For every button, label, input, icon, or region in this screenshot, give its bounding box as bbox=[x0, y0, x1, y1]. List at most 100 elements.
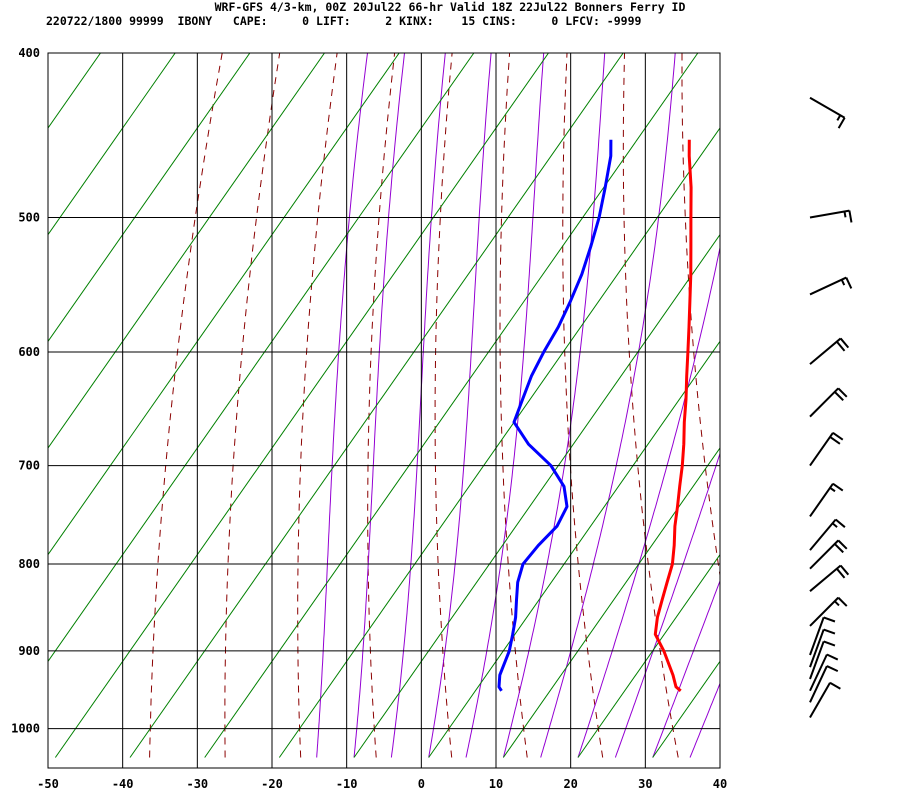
moist-adiabat bbox=[353, 53, 405, 758]
wind-barb bbox=[809, 432, 844, 467]
barb-flag bbox=[823, 628, 836, 635]
temperature-profile bbox=[653, 139, 693, 692]
pressure-grid bbox=[47, 52, 721, 768]
temp-tick-label: -30 bbox=[186, 777, 208, 791]
barb-staff bbox=[809, 641, 825, 680]
temp-tick-label: 20 bbox=[563, 777, 577, 791]
barb-flag bbox=[839, 337, 850, 349]
dry-adiabat bbox=[854, 53, 900, 758]
sounding-stats-line: 220722/1800 99999 IBONY CAPE: 0 LIFT: 2 … bbox=[46, 14, 642, 28]
barb-half-flag bbox=[829, 486, 836, 493]
sounding-profiles bbox=[497, 139, 693, 692]
wind-barb bbox=[809, 337, 850, 365]
barb-staff bbox=[809, 337, 842, 365]
moist-adiabat bbox=[689, 682, 720, 758]
isotherm bbox=[48, 53, 475, 663]
pressure-tick-label: 700 bbox=[18, 459, 40, 473]
dry-adiabat bbox=[499, 53, 528, 758]
barb-staff bbox=[809, 518, 837, 551]
wind-barb bbox=[809, 665, 839, 703]
isotherm bbox=[48, 53, 251, 343]
wind-barb bbox=[809, 681, 841, 718]
isotherm bbox=[577, 553, 720, 758]
temp-tick-label: 40 bbox=[713, 777, 727, 791]
isotherm bbox=[48, 53, 176, 236]
dry-adiabat bbox=[149, 53, 223, 758]
isotherm bbox=[727, 53, 900, 757]
wind-barb bbox=[809, 628, 836, 668]
pressure-tick-label: 900 bbox=[18, 644, 40, 658]
dry-adiabat bbox=[434, 53, 453, 758]
temp-tick-label: -10 bbox=[336, 777, 358, 791]
barb-staff bbox=[809, 617, 825, 656]
barb-flag bbox=[836, 568, 846, 579]
barb-half-flag bbox=[840, 279, 846, 286]
wind-barb bbox=[809, 276, 853, 296]
isotherm bbox=[353, 233, 720, 758]
barb-flag bbox=[837, 117, 846, 129]
wind-barb bbox=[809, 596, 848, 627]
pressure-tick-label: 1000 bbox=[11, 722, 40, 736]
wind-barb bbox=[809, 539, 848, 570]
moist-adiabat bbox=[502, 53, 606, 758]
wind-barb bbox=[809, 209, 853, 223]
temp-tick-label: 30 bbox=[638, 777, 652, 791]
temperature-axis-labels: -50 -40 -30 -20 -10 0 10 20 30 40 bbox=[37, 777, 727, 791]
dry-adiabat bbox=[367, 53, 396, 758]
barb-staff bbox=[809, 276, 847, 296]
barb-half-flag bbox=[843, 211, 847, 218]
moist-adiabat bbox=[727, 53, 900, 758]
temp-tick-label: 0 bbox=[418, 777, 425, 791]
isotherm bbox=[48, 53, 400, 556]
barb-flag bbox=[839, 564, 850, 576]
barb-staff bbox=[809, 665, 828, 703]
wind-barb bbox=[809, 96, 846, 129]
barb-staff bbox=[809, 96, 846, 119]
temp-tick-label: 10 bbox=[489, 777, 503, 791]
wind-barb bbox=[809, 387, 848, 418]
isotherm bbox=[129, 53, 624, 758]
moist-adiabat bbox=[428, 53, 492, 758]
barb-flag bbox=[835, 518, 846, 528]
temp-tick-label: -40 bbox=[112, 777, 134, 791]
barb-half-flag bbox=[834, 600, 840, 607]
wind-barb bbox=[809, 653, 839, 692]
isotherm bbox=[54, 53, 549, 758]
barb-staff bbox=[809, 539, 839, 570]
barb-flag bbox=[837, 539, 848, 550]
dry-adiabat bbox=[622, 53, 679, 758]
barb-flag bbox=[837, 596, 848, 607]
moist-adiabat bbox=[652, 579, 720, 758]
dry-adiabat bbox=[297, 53, 338, 758]
barb-flag bbox=[829, 681, 841, 690]
barb-staff bbox=[809, 682, 831, 718]
moist-adiabat bbox=[390, 53, 446, 758]
chart-title: WRF-GFS 4/3-km, 00Z 20Jul22 66-hr Valid … bbox=[214, 0, 686, 14]
pressure-axis-labels: 400 500 600 700 800 900 1000 bbox=[11, 46, 40, 736]
adiabat-lines bbox=[149, 53, 900, 758]
moist-adiabat bbox=[316, 53, 368, 758]
barb-half-flag bbox=[836, 114, 842, 121]
barb-flag bbox=[834, 543, 844, 554]
barb-flag bbox=[834, 391, 844, 402]
barb-flag bbox=[826, 665, 839, 673]
wind-barb bbox=[809, 564, 850, 592]
dry-adiabat bbox=[797, 53, 900, 758]
isotherm bbox=[204, 53, 699, 758]
barb-staff bbox=[809, 387, 839, 418]
moist-adiabat bbox=[540, 53, 676, 758]
dry-adiabat bbox=[681, 53, 720, 579]
barb-flag bbox=[836, 340, 846, 352]
barb-flag bbox=[837, 387, 848, 398]
barb-staff bbox=[809, 629, 825, 668]
barb-staff bbox=[809, 432, 834, 467]
moist-adiabat bbox=[614, 451, 720, 758]
isotherm bbox=[502, 447, 720, 758]
dry-adiabat bbox=[562, 53, 604, 758]
dewpoint-profile bbox=[497, 139, 613, 692]
moist-adiabat bbox=[465, 53, 545, 758]
barb-staff bbox=[809, 209, 850, 219]
barb-flag bbox=[832, 432, 844, 441]
wind-barb bbox=[809, 616, 836, 656]
